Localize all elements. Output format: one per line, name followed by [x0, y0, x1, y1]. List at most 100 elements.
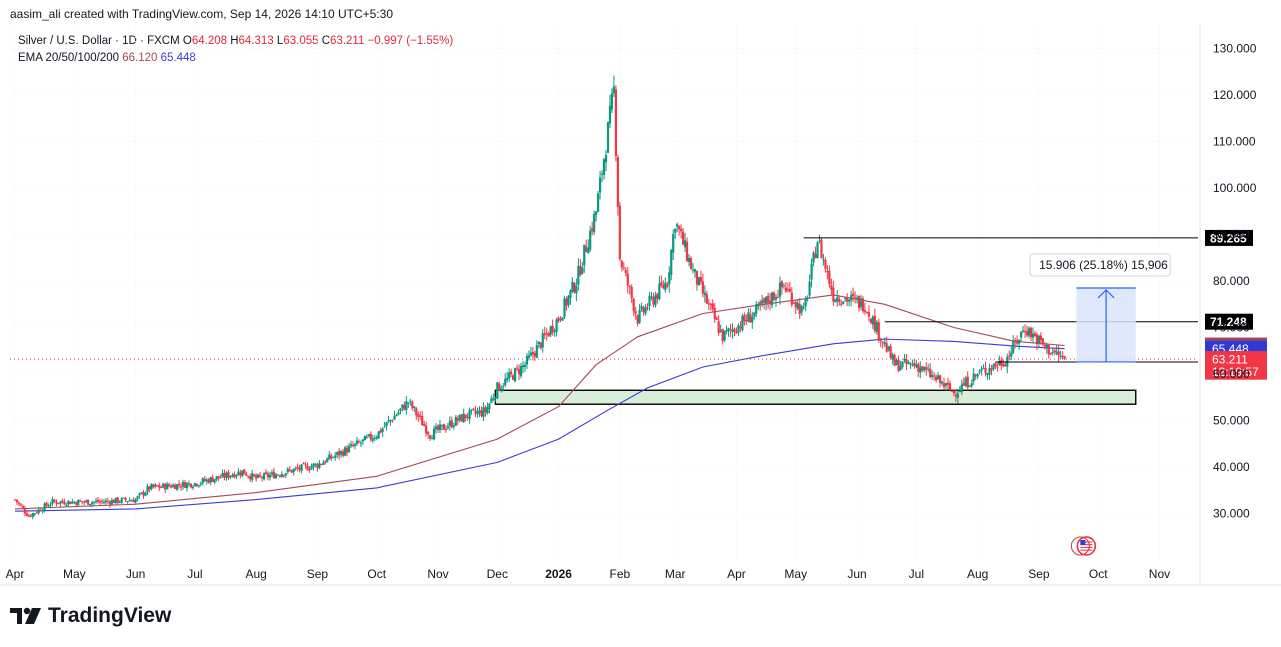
measure-tool[interactable]: 15.906 (25.18%) 15,906: [1029, 253, 1171, 363]
candle-body: [33, 513, 36, 515]
candle-body: [800, 305, 803, 313]
candle-body: [466, 417, 469, 419]
candle-body: [112, 500, 115, 504]
ema-legend: EMA 20/50/100/200 66.120 65.448: [18, 52, 196, 64]
ema-label[interactable]: EMA 20/50/100/200: [18, 52, 120, 64]
candle-body: [919, 367, 922, 373]
candle-body: [927, 368, 930, 370]
candle-body: [895, 359, 898, 365]
candle-body: [490, 398, 493, 403]
hline-label-bg: [1205, 313, 1253, 330]
candle-body: [231, 475, 234, 477]
candle-body: [203, 478, 206, 482]
candle-body: [294, 467, 297, 469]
candle-body: [379, 429, 382, 433]
candle-body: [695, 270, 699, 285]
candle-body: [120, 498, 123, 503]
candle-body: [816, 242, 819, 259]
candle-body: [873, 315, 876, 332]
y-tick-label: 40.000: [1213, 460, 1250, 474]
x-tick-label: Feb: [610, 567, 631, 581]
candle-body: [802, 307, 805, 309]
candle-body: [1037, 336, 1040, 344]
candle-body: [177, 483, 181, 486]
candle-body: [257, 474, 260, 478]
candle-body: [1061, 355, 1064, 357]
candle-body: [893, 354, 896, 366]
x-tick-label: Jun: [847, 567, 866, 581]
candle-body: [1059, 356, 1062, 358]
candle-body: [460, 414, 463, 422]
low-value: 63.055: [283, 35, 319, 47]
candle-body: [855, 297, 859, 300]
candle-body: [1016, 340, 1019, 344]
candle-body: [545, 333, 548, 335]
candle-body: [549, 326, 552, 335]
candle-body: [678, 226, 681, 230]
candle-body: [65, 505, 68, 507]
x-tick-label: Jul: [909, 567, 924, 581]
candle-body: [737, 325, 740, 333]
candle-body: [320, 464, 323, 466]
price-chart[interactable]: 89.26571.24862.58966.12065.44863.21112:1…: [0, 0, 1281, 600]
candle-body: [343, 447, 347, 456]
candle-body: [484, 407, 487, 413]
symbol-name[interactable]: Silver / U.S. Dollar · 1D · FXCM: [18, 35, 180, 47]
candle-body: [834, 299, 837, 303]
candle-body: [496, 382, 499, 399]
candle-body: [304, 464, 307, 466]
candle-body: [642, 307, 645, 313]
candle-body: [324, 461, 327, 463]
candle-body: [658, 283, 661, 300]
candle-body: [245, 474, 248, 476]
candle-body: [905, 359, 908, 365]
candle-body: [423, 424, 426, 426]
x-tick-label: Oct: [1089, 567, 1108, 581]
candle-body: [164, 483, 167, 490]
candle-body: [474, 410, 477, 414]
candle-body: [513, 368, 517, 382]
candle-body: [717, 321, 720, 333]
candle-body: [909, 363, 912, 365]
candle-body: [211, 477, 214, 482]
x-tick-label: Jul: [187, 567, 202, 581]
candle-body: [391, 420, 394, 422]
candle-body: [591, 228, 594, 232]
candle-body: [146, 486, 149, 493]
x-tick-label: Sep: [307, 567, 329, 581]
candle-body: [124, 498, 127, 501]
candle-body: [982, 368, 985, 370]
candle-body: [472, 408, 475, 410]
candle-body: [705, 293, 708, 304]
candle-body: [535, 345, 538, 358]
candle-body: [434, 426, 438, 430]
candle-body: [972, 373, 975, 382]
candle-body: [442, 424, 446, 430]
x-tick-label: Apr: [6, 567, 25, 581]
candle-body: [721, 328, 724, 342]
y-tick-label: 90.000: [1213, 228, 1250, 242]
ema-value-b: 65.448: [160, 52, 196, 64]
candles: [13, 75, 1066, 520]
candle-body: [867, 312, 871, 317]
candle-body: [25, 513, 28, 516]
candle-body: [608, 105, 612, 124]
close-label: C: [321, 35, 331, 47]
candle-body: [782, 285, 786, 287]
candle-body: [411, 401, 414, 409]
candle-body: [778, 282, 782, 297]
candle-body: [990, 368, 993, 371]
candle-body: [270, 472, 274, 475]
candle-body: [964, 378, 967, 387]
candle-body: [100, 500, 104, 502]
candle-body: [691, 269, 695, 271]
low-label: L: [276, 35, 284, 47]
candle-body: [432, 428, 436, 440]
x-tick-label: May: [63, 567, 86, 581]
candle-body: [865, 312, 869, 314]
candle-body: [616, 157, 619, 207]
candle-body: [314, 463, 317, 465]
candle-body: [992, 364, 995, 369]
x-tick-label: Nov: [427, 567, 448, 581]
candle-body: [288, 469, 291, 471]
